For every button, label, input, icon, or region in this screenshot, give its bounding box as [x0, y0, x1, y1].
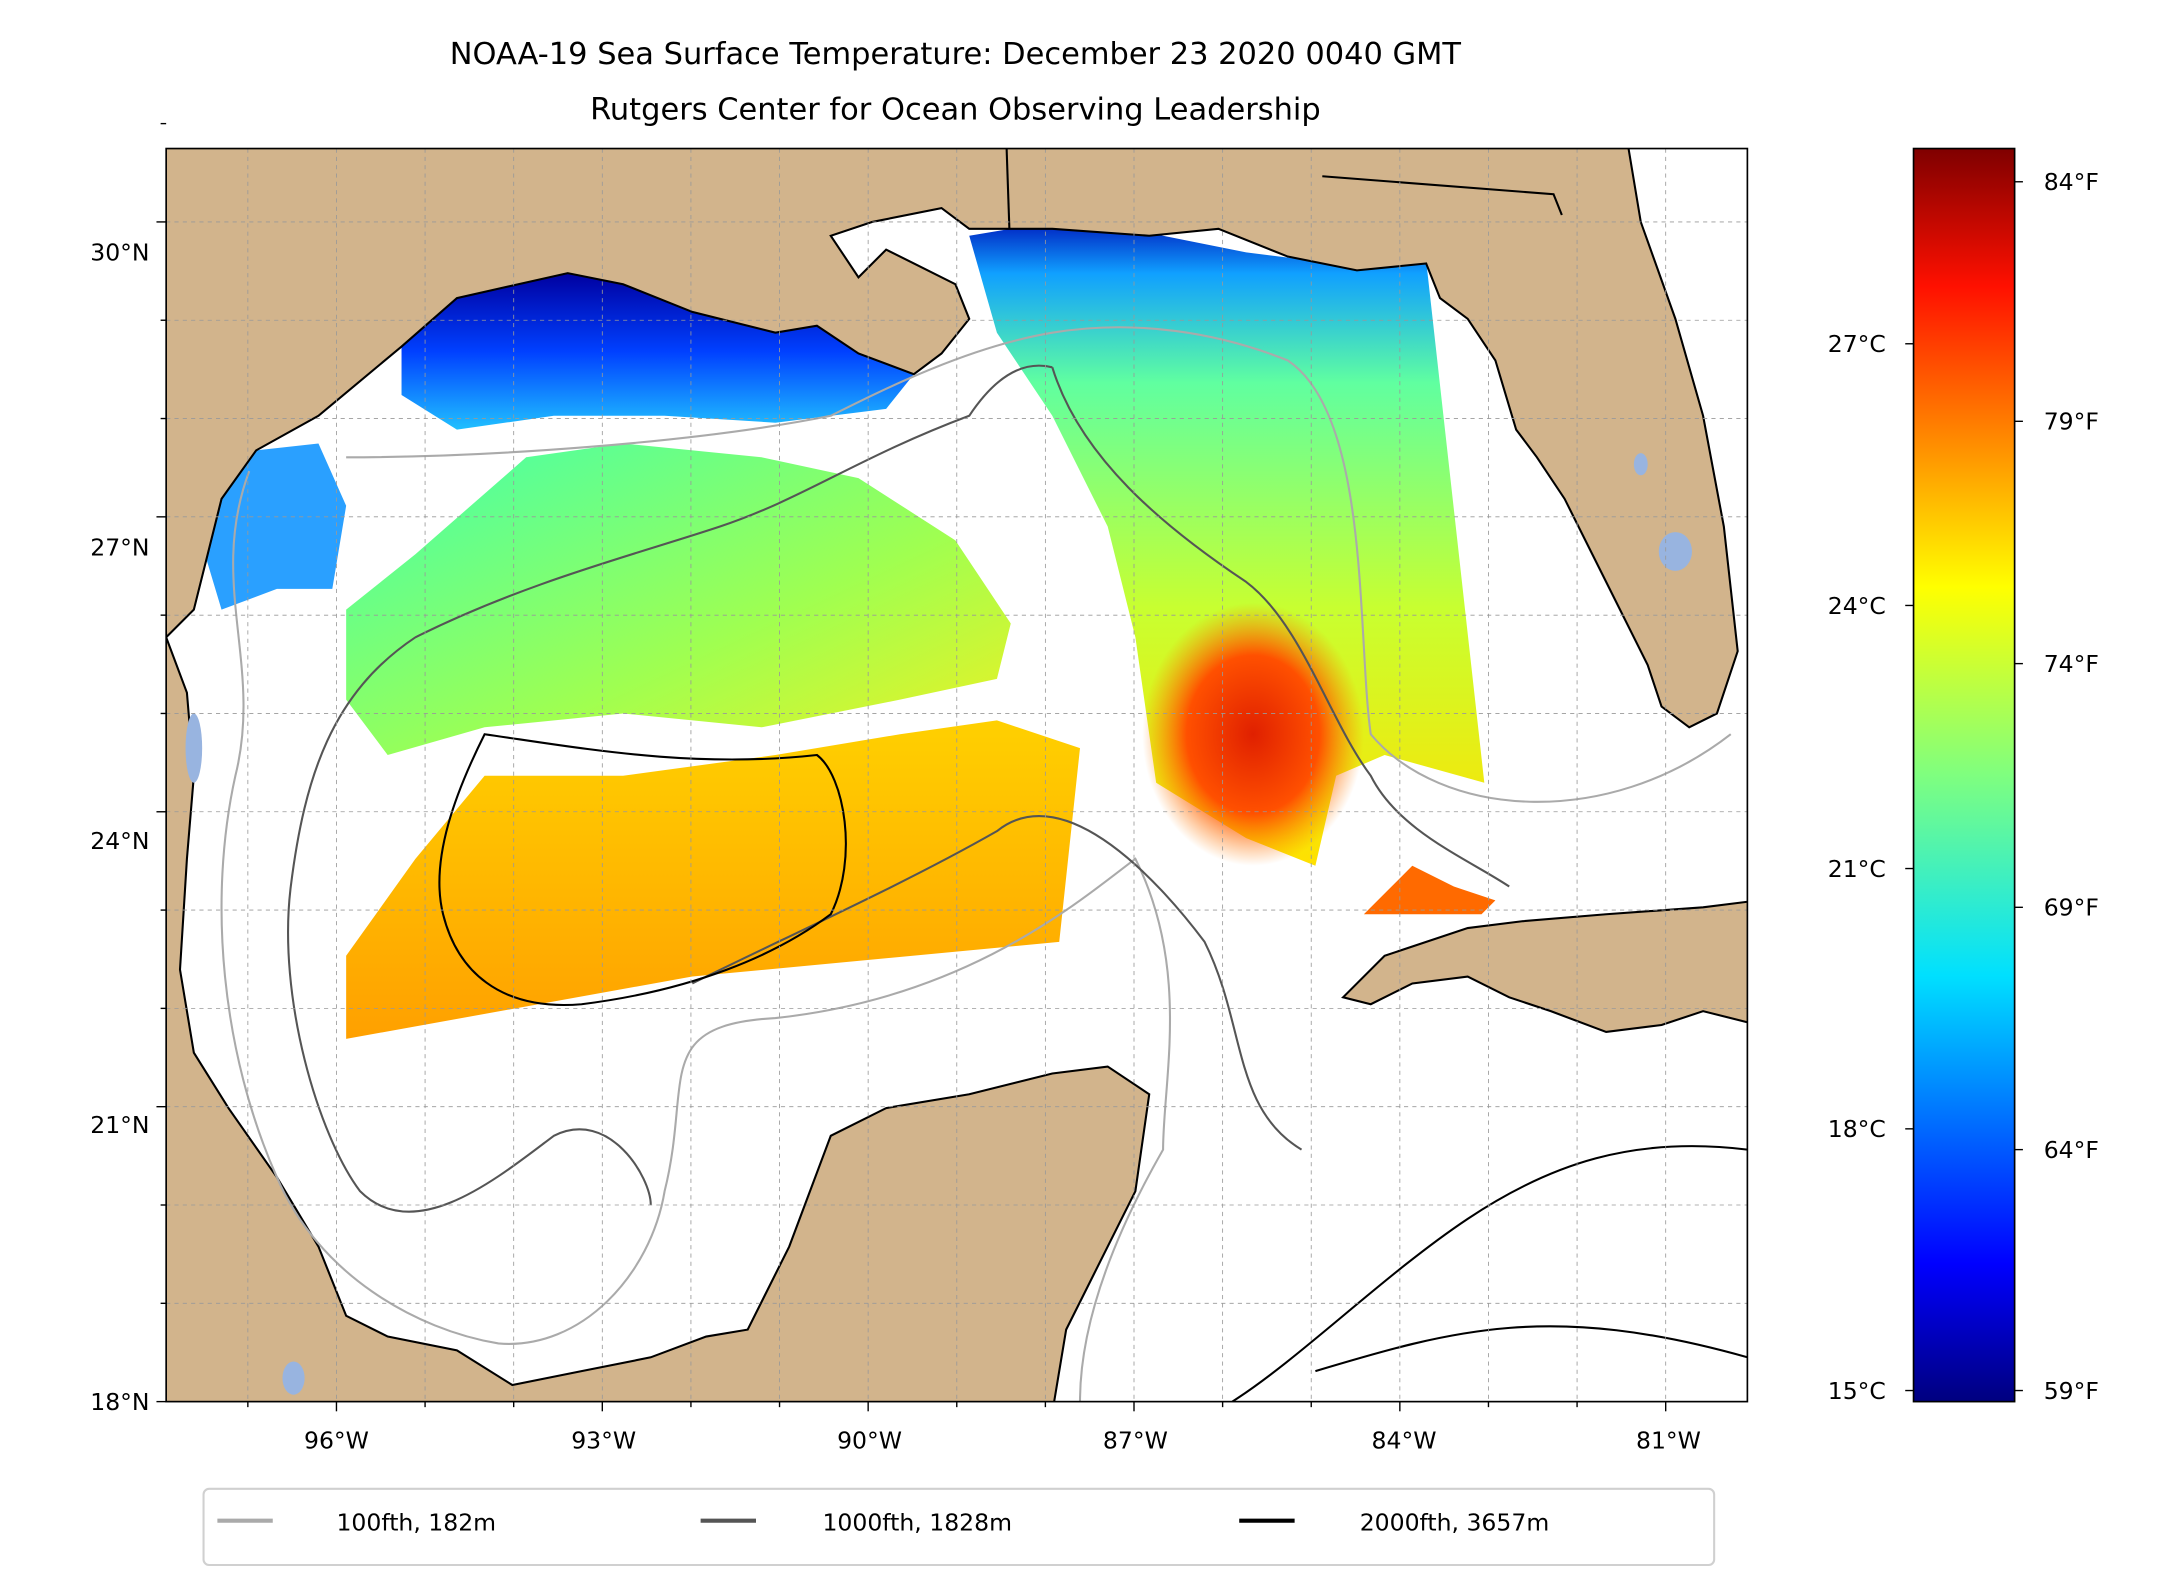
lon-label: 96°W	[304, 1427, 369, 1455]
lat-label: 24°N	[90, 827, 149, 855]
colorbar-celsius-label: 18°C	[1828, 1115, 1886, 1143]
lat-label: 21°N	[90, 1111, 149, 1139]
lon-label: 87°W	[1103, 1427, 1168, 1455]
colorbar-fahrenheit-label: 79°F	[2044, 408, 2099, 436]
lon-label: 90°W	[837, 1427, 902, 1455]
colorbar-fahrenheit-label: 69°F	[2044, 894, 2099, 922]
sst-patch-nw-coastal	[401, 273, 914, 430]
bathymetry-contours	[220, 326, 1748, 1402]
state-border	[1322, 175, 1563, 216]
legend: 100fth, 182m 1000fth, 1828m 2000fth, 365…	[202, 1487, 1716, 1567]
colorbar-fahrenheit-label: 84°F	[2044, 168, 2099, 196]
legend-item-100fth: 100fth, 182m	[336, 1508, 496, 1536]
lat-label: 30°N	[90, 239, 149, 267]
sst-patch-south	[346, 720, 1081, 1039]
lakes	[185, 453, 1692, 1395]
lon-labels: 96°W 93°W 90°W 87°W 84°W 81°W	[304, 1427, 1701, 1455]
lat-labels: 30°N 27°N 24°N 21°N 18°N	[90, 239, 149, 1416]
land-us-north	[166, 148, 1739, 729]
figure-title: NOAA-19 Sea Surface Temperature: Decembe…	[450, 37, 1462, 72]
contour-2000fth	[438, 733, 1748, 1402]
sst-data	[204, 221, 1496, 1039]
legend-item-1000fth: 1000fth, 1828m	[822, 1508, 1012, 1536]
sst-patch-small	[1363, 865, 1496, 915]
contour-1000fth	[287, 364, 1510, 1213]
colorbar-celsius-label: 21°C	[1828, 855, 1886, 883]
colorbar: 27°C 24°C 21°C 18°C 15°C 84°F 79°F 74°F …	[1828, 147, 2099, 1405]
figure-subtitle: Rutgers Center for Ocean Observing Leade…	[590, 92, 1321, 127]
map-axes	[166, 148, 1748, 1402]
colorbar-fahrenheit-label: 59°F	[2044, 1377, 2099, 1405]
lon-label: 84°W	[1372, 1427, 1437, 1455]
colorbar-celsius-label: 27°C	[1828, 330, 1886, 358]
sst-warm-eddy	[1142, 602, 1364, 866]
colorbar-celsius-label: 15°C	[1828, 1377, 1886, 1405]
land	[166, 148, 1748, 1402]
gridlines	[166, 148, 1748, 1402]
sst-patch-texas-coast	[204, 443, 347, 610]
colorbar-celsius-label: 24°C	[1828, 592, 1886, 620]
colorbar-fahrenheit-label: 64°F	[2044, 1136, 2099, 1164]
land-cuba	[1341, 900, 1748, 1033]
lat-label: 27°N	[90, 534, 149, 562]
lat-label: 18°N	[90, 1388, 149, 1416]
lon-label: 81°W	[1636, 1427, 1701, 1455]
legend-item-2000fth: 2000fth, 3657m	[1360, 1508, 1550, 1536]
map-ticks	[156, 122, 1667, 1412]
contour-100fth	[220, 326, 1732, 1402]
lon-label: 93°W	[571, 1427, 636, 1455]
land-mexico	[166, 636, 1151, 1402]
colorbar-fahrenheit-label: 74°F	[2044, 650, 2099, 678]
colorbar-gradient	[1912, 147, 2016, 1403]
sst-patch-central	[346, 443, 1011, 755]
